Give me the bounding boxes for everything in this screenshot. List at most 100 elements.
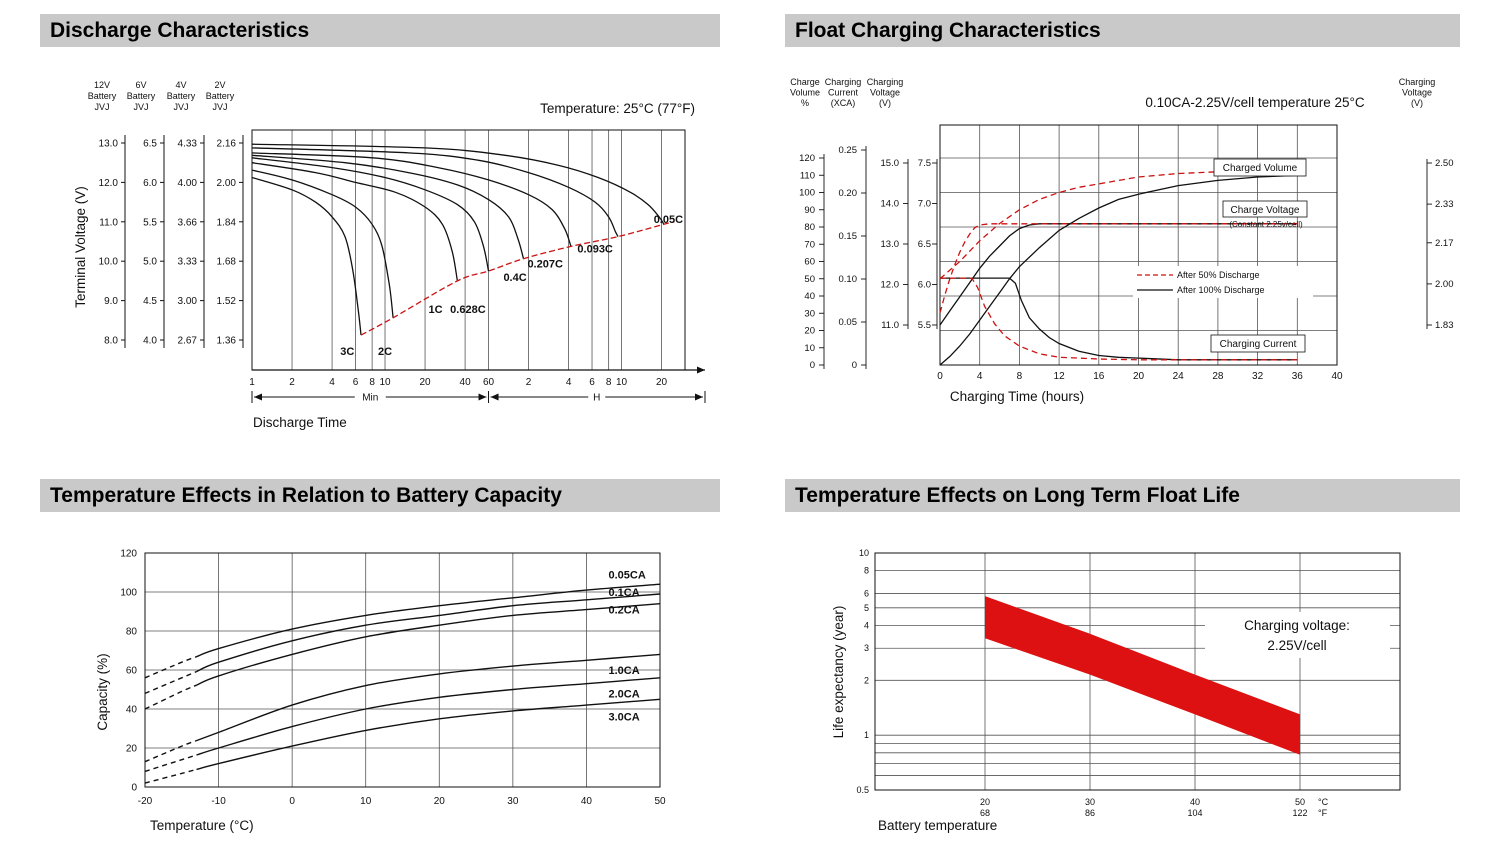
svg-text:11.0: 11.0 xyxy=(881,320,899,331)
svg-text:80: 80 xyxy=(126,627,138,638)
svg-text:0.2CA: 0.2CA xyxy=(609,604,640,616)
discharge-curves xyxy=(251,143,675,336)
svg-text:0: 0 xyxy=(937,371,943,382)
svg-text:0.05CA: 0.05CA xyxy=(609,569,646,581)
svg-text:40: 40 xyxy=(460,377,472,388)
svg-text:60: 60 xyxy=(126,666,138,677)
svg-text:2.16: 2.16 xyxy=(217,139,237,150)
svg-text:Volume: Volume xyxy=(790,88,820,98)
svg-text:10: 10 xyxy=(804,343,815,354)
svg-text:1: 1 xyxy=(864,730,869,740)
svg-text:4.33: 4.33 xyxy=(178,139,198,150)
life-expectancy-band xyxy=(985,596,1300,755)
svg-text:0.4C: 0.4C xyxy=(503,272,526,284)
svg-text:120: 120 xyxy=(120,549,137,560)
svg-text:3.33: 3.33 xyxy=(178,257,198,268)
svg-text:40: 40 xyxy=(581,796,593,807)
float-life-chart: 1086543210.5206830864010450122°C°FChargi… xyxy=(831,548,1401,833)
svg-text:100: 100 xyxy=(799,188,815,199)
svg-text:1C: 1C xyxy=(429,304,443,316)
svg-text:20: 20 xyxy=(804,326,815,337)
svg-text:0.20: 0.20 xyxy=(839,188,858,199)
svg-text:0.1CA: 0.1CA xyxy=(609,587,640,599)
svg-text:°C: °C xyxy=(1318,797,1329,807)
svg-text:2.00: 2.00 xyxy=(217,178,237,189)
svg-text:2.33: 2.33 xyxy=(1435,199,1454,210)
svg-text:Charge: Charge xyxy=(790,77,820,87)
svg-text:3C: 3C xyxy=(340,346,354,358)
svg-text:Temperature (°C): Temperature (°C) xyxy=(150,818,254,833)
panel-temp-capacity: Temperature Effects in Relation to Batte… xyxy=(40,479,720,848)
panel-title-discharge: Discharge Characteristics xyxy=(40,14,720,47)
svg-text:2C: 2C xyxy=(378,346,392,358)
svg-text:0.10: 0.10 xyxy=(839,274,858,285)
svg-text:5.5: 5.5 xyxy=(143,217,157,228)
svg-text:0: 0 xyxy=(131,783,137,794)
svg-text:0: 0 xyxy=(289,796,295,807)
svg-text:70: 70 xyxy=(804,239,815,250)
svg-text:After 50% Discharge: After 50% Discharge xyxy=(1177,270,1260,280)
svg-text:28: 28 xyxy=(1212,371,1224,382)
svg-text:Battery: Battery xyxy=(127,91,156,101)
svg-text:H: H xyxy=(593,393,600,404)
svg-text:Battery: Battery xyxy=(167,91,196,101)
svg-text:2: 2 xyxy=(289,377,295,388)
svg-text:0.10CA-2.25V/cell temperature: 0.10CA-2.25V/cell temperature 25°C xyxy=(1145,95,1365,110)
svg-text:0.05C: 0.05C xyxy=(654,214,683,226)
svg-text:Battery: Battery xyxy=(88,91,117,101)
svg-text:10.0: 10.0 xyxy=(99,257,119,268)
svg-text:Charged Volume: Charged Volume xyxy=(1223,163,1298,174)
svg-text:8: 8 xyxy=(606,377,612,388)
svg-text:6.0: 6.0 xyxy=(143,178,157,189)
temperature-capacity-chart: 0 20 40 60 80 100 120 -20 -10 0 10 20 30 40 50 Capacity… xyxy=(95,549,666,834)
svg-text:36: 36 xyxy=(1292,371,1304,382)
svg-text:Charging: Charging xyxy=(867,77,904,87)
svg-text:Capacity (%): Capacity (%) xyxy=(95,653,110,730)
discharge-characteristics-chart: 1 2 4 6 8 10 20 40 60 2 4 6 8 10 2012VBatteryJVJ13.012… xyxy=(73,80,706,430)
svg-text:20: 20 xyxy=(434,796,446,807)
svg-text:24: 24 xyxy=(1173,371,1185,382)
svg-text:16: 16 xyxy=(1093,371,1105,382)
svg-text:Charging Time (hours): Charging Time (hours) xyxy=(950,389,1084,404)
svg-text:-10: -10 xyxy=(211,796,226,807)
svg-text:(XCA): (XCA) xyxy=(831,98,856,108)
svg-text:JVJ: JVJ xyxy=(133,102,148,112)
svg-text:40: 40 xyxy=(126,705,138,716)
svg-text:6V: 6V xyxy=(135,80,146,90)
svg-text:3: 3 xyxy=(864,643,869,653)
svg-text:4.0: 4.0 xyxy=(143,336,157,347)
svg-text:5.0: 5.0 xyxy=(143,257,157,268)
svg-text:80: 80 xyxy=(804,222,815,233)
svg-text:Voltage: Voltage xyxy=(870,88,900,98)
svg-text:2.17: 2.17 xyxy=(1435,238,1454,249)
svg-text:10: 10 xyxy=(360,796,372,807)
svg-text:12.0: 12.0 xyxy=(99,178,119,189)
svg-text:50: 50 xyxy=(1295,797,1305,807)
svg-text:8: 8 xyxy=(1017,371,1023,382)
svg-text:(Constant 2.25v/cell): (Constant 2.25v/cell) xyxy=(1229,220,1303,229)
svg-text:30: 30 xyxy=(507,796,519,807)
svg-text:2.67: 2.67 xyxy=(178,336,198,347)
svg-text:50: 50 xyxy=(654,796,666,807)
svg-text:1.84: 1.84 xyxy=(217,217,237,228)
svg-text:Life expectancy (year): Life expectancy (year) xyxy=(831,606,846,739)
svg-text:6: 6 xyxy=(353,377,359,388)
svg-text:Voltage: Voltage xyxy=(1402,88,1432,98)
svg-text:0.5: 0.5 xyxy=(856,785,869,795)
svg-text:3.66: 3.66 xyxy=(178,217,198,228)
svg-text:Charging voltage:: Charging voltage: xyxy=(1244,618,1350,633)
svg-text:120: 120 xyxy=(799,153,815,164)
svg-text:7.0: 7.0 xyxy=(918,199,931,210)
svg-text:Charging: Charging xyxy=(1399,77,1436,87)
svg-text:JVJ: JVJ xyxy=(212,102,227,112)
svg-text:12: 12 xyxy=(1054,371,1066,382)
svg-text:20: 20 xyxy=(126,744,138,755)
capacity-curves xyxy=(144,583,661,784)
svg-text:40: 40 xyxy=(1190,797,1200,807)
svg-text:8: 8 xyxy=(369,377,375,388)
svg-text:6.5: 6.5 xyxy=(143,139,157,150)
svg-text:-20: -20 xyxy=(138,796,153,807)
svg-text:8: 8 xyxy=(864,566,869,576)
svg-text:6.0: 6.0 xyxy=(918,280,931,291)
svg-text:10: 10 xyxy=(616,377,628,388)
